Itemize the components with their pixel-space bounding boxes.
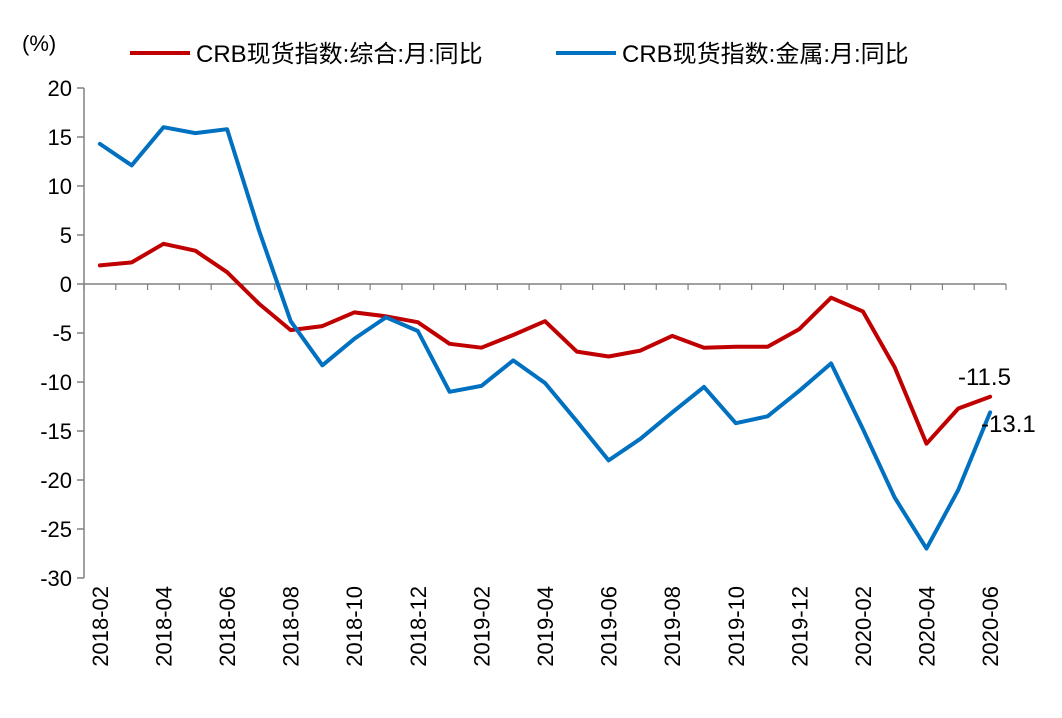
data-point: [735, 346, 737, 348]
data-point: [989, 396, 991, 398]
data-point: [735, 422, 737, 424]
axes: [83, 88, 1006, 578]
data-point: [353, 311, 355, 313]
x-tick-label: 2019-02: [469, 586, 494, 667]
data-point: [226, 271, 228, 273]
data-point: [544, 320, 546, 322]
data-point: [258, 303, 260, 305]
data-point: [258, 229, 260, 231]
x-tick-label: 2018-02: [88, 586, 113, 667]
data-point: [290, 329, 292, 331]
data-point: [99, 264, 101, 266]
data-point: [353, 338, 355, 340]
y-tick-label: 5: [60, 223, 72, 248]
data-point: [703, 347, 705, 349]
data-point: [480, 385, 482, 387]
y-tick-label: -15: [40, 419, 72, 444]
data-point: [226, 128, 228, 130]
data-point: [512, 359, 514, 361]
x-tick-label: 2018-08: [279, 586, 304, 667]
x-tick-label: 2020-06: [978, 586, 1003, 667]
legend-label-metals: CRB现货指数:金属:月:同比: [622, 41, 909, 68]
data-point: [862, 428, 864, 430]
data-point: [894, 366, 896, 368]
data-point: [957, 408, 959, 409]
data-point: [480, 347, 482, 349]
legend-label-composite: CRB现货指数:综合:月:同比: [196, 41, 483, 68]
data-point: [194, 250, 196, 252]
x-tick-label: 2018-12: [406, 586, 431, 667]
data-point: [608, 459, 610, 461]
data-point: [194, 132, 196, 134]
data-point: [894, 497, 896, 499]
x-tick-label: 2019-04: [533, 586, 558, 667]
y-tick-label: -5: [52, 321, 72, 346]
y-tick-label: -10: [40, 370, 72, 395]
data-point: [639, 438, 641, 440]
data-point: [798, 328, 800, 330]
data-point: [385, 316, 387, 318]
end-label-composite: -11.5: [958, 364, 1011, 391]
data-point: [321, 325, 323, 327]
data-point: [639, 350, 641, 352]
x-tick-label: 2019-12: [787, 586, 812, 667]
y-tick-label: 0: [60, 272, 72, 297]
y-tick-label: -20: [40, 468, 72, 493]
data-point: [671, 411, 673, 413]
x-tick-label: 2019-08: [660, 586, 685, 667]
y-tick-label: 10: [48, 174, 72, 199]
data-point: [767, 415, 769, 417]
y-tick-label: -30: [40, 566, 72, 591]
data-point: [703, 386, 705, 388]
y-tick-label: 15: [48, 125, 72, 150]
data-point: [131, 261, 133, 263]
data-point: [417, 321, 419, 323]
y-axis-unit-label: (%): [22, 31, 56, 56]
x-tick-label: 2019-06: [597, 586, 622, 667]
data-point: [417, 330, 419, 332]
data-point: [926, 443, 927, 445]
y-tick-label: -25: [40, 517, 72, 542]
data-point: [576, 420, 578, 422]
data-point: [767, 346, 769, 348]
data-point: [449, 343, 451, 345]
data-point: [163, 126, 164, 128]
y-tick-label: 20: [48, 76, 72, 101]
data-point: [576, 351, 578, 353]
data-point: [608, 356, 610, 357]
data-point: [830, 362, 832, 364]
data-point: [512, 334, 514, 336]
data-point: [830, 297, 832, 299]
end-label-metals: -13.1: [981, 411, 1036, 438]
series-lines: [97, 125, 993, 551]
data-point: [798, 390, 800, 392]
data-point: [131, 164, 133, 166]
data-point: [862, 310, 864, 312]
y-axis-ticks: 20 15 10 5 0 -5 -10 -15 -20 -25 -30: [40, 76, 84, 591]
x-tick-label: 2018-04: [151, 586, 176, 667]
x-tick-label: 2018-10: [342, 586, 367, 667]
data-point: [290, 320, 292, 322]
x-tick-label: 2020-02: [851, 586, 876, 667]
data-point: [449, 391, 451, 393]
data-point: [544, 382, 546, 384]
data-point: [957, 489, 959, 491]
x-axis-ticks: 2018-02 2018-04 2018-06 2018-08 2018-10 2018-…: [83, 284, 1007, 667]
data-point: [926, 548, 927, 550]
data-point: [989, 411, 991, 413]
x-tick-label: 2019-10: [724, 586, 749, 667]
x-tick-label: 2020-04: [915, 586, 940, 667]
data-point: [321, 364, 323, 366]
data-point: [163, 243, 164, 245]
data-point: [99, 143, 101, 145]
legend: CRB现货指数:综合:月:同比 CRB现货指数:金属:月:同比: [130, 41, 909, 68]
x-tick-label: 2018-06: [215, 586, 240, 667]
data-point: [671, 335, 673, 337]
series-line-metals: [97, 125, 993, 551]
